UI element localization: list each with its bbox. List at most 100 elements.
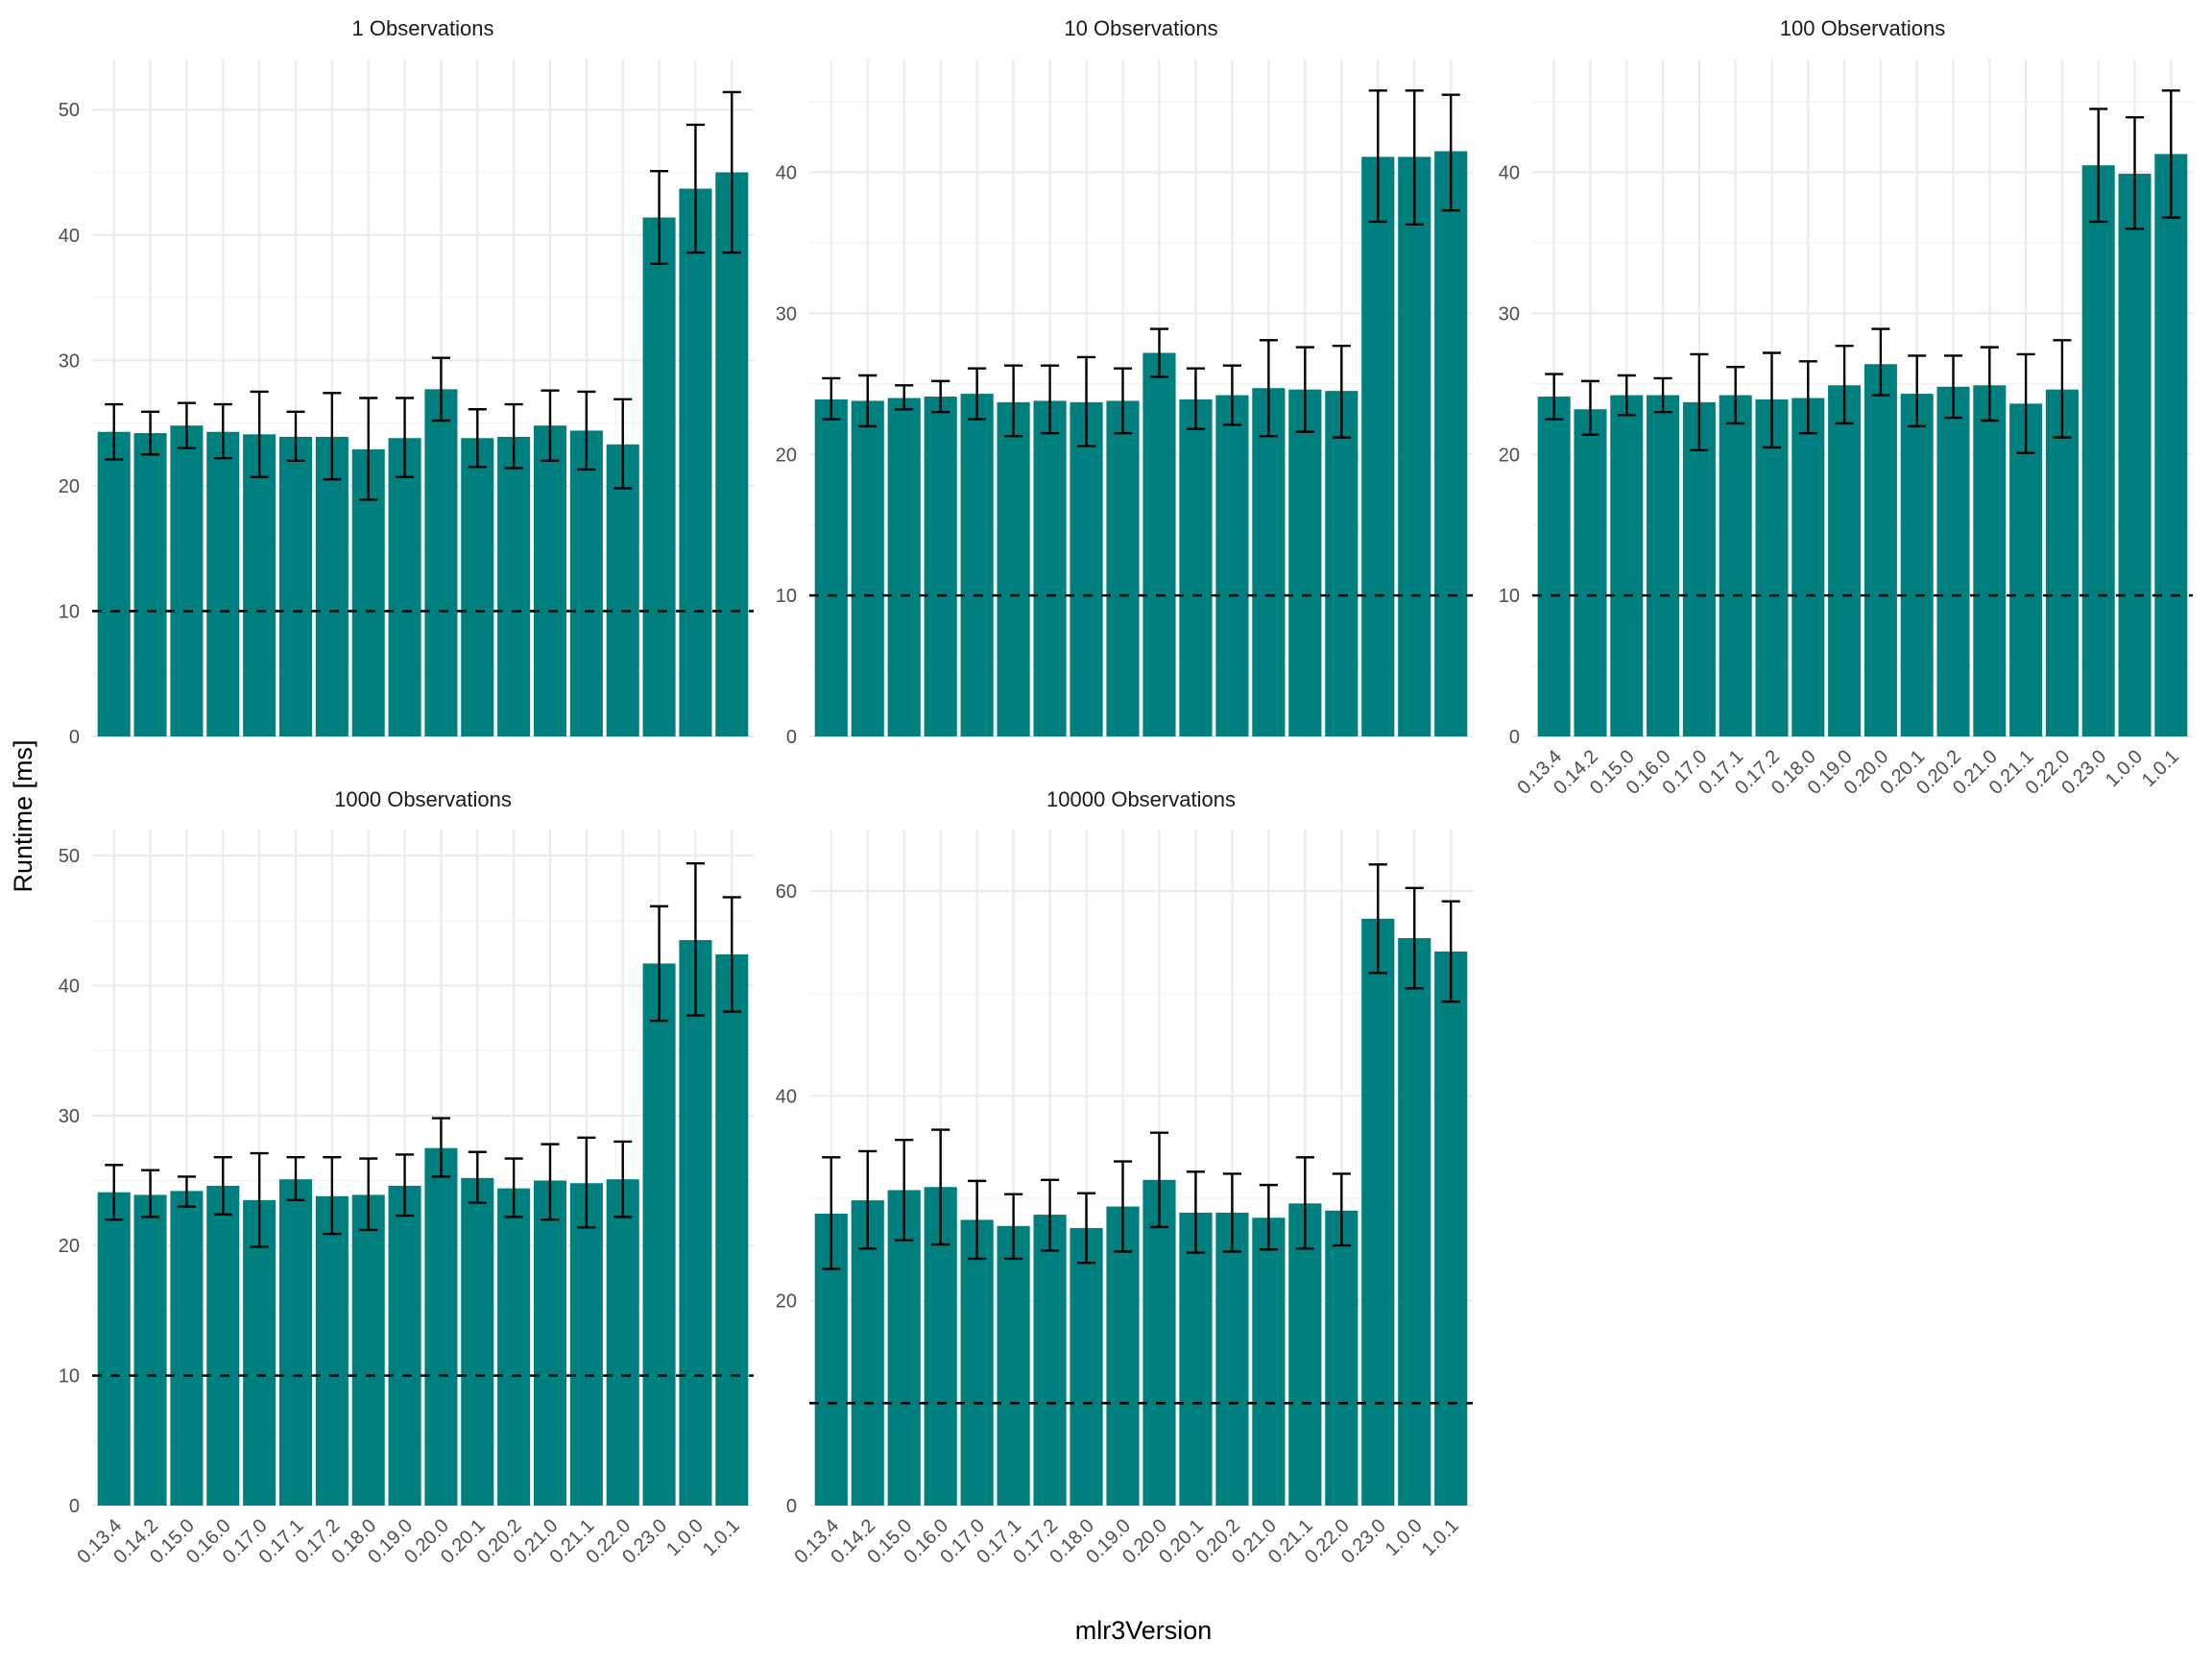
bar [851,1200,884,1506]
error-bar [822,376,841,421]
error-bar [1076,355,1096,447]
error-bar [1222,364,1241,426]
error-bar [541,1143,560,1221]
bar [533,1180,567,1506]
error-bar [1980,346,1999,422]
bar [1863,364,1897,736]
error-bar [1332,344,1351,439]
bar [887,398,921,736]
bar [206,1185,240,1506]
y-tick-label: 20 [59,1236,80,1257]
error-bar [1368,89,1387,224]
bar [533,425,567,736]
error-bar [1113,1160,1133,1253]
error-bar [105,1164,124,1221]
error-bar [895,1138,914,1242]
error-bar [1041,1178,1060,1252]
y-tick-label: 10 [59,601,80,622]
bar [1434,951,1468,1506]
error-bar [931,1128,950,1246]
bar [1682,401,1716,736]
bar [997,401,1030,736]
y-tick-label: 0 [786,727,797,748]
error-bar [1041,364,1060,435]
bar [388,1185,421,1506]
y-axis-title: Runtime [ms] [9,739,37,892]
bar [1647,395,1680,736]
bar [243,434,276,736]
error-bar [141,410,160,456]
bar [388,438,421,736]
error-bar [1405,886,1424,990]
y-tick-label: 30 [776,303,797,325]
bar [1936,386,1970,736]
error-bar [431,356,450,422]
y-tick-label: 10 [59,1366,80,1387]
error-bar [1617,374,1636,417]
error-bar [822,1156,841,1270]
error-bar [2161,89,2180,219]
error-bar [1149,1131,1169,1229]
error-bar [1405,89,1424,227]
error-bar [250,390,269,478]
error-bar [1908,354,1927,428]
bar [679,940,712,1506]
error-bar [2053,339,2072,439]
y-tick-label: 40 [776,1086,797,1107]
bar [814,398,848,736]
bar [715,953,749,1506]
error-bar [895,384,914,411]
panel-2: 0 10 20 30 40 10 Observations [776,16,1473,748]
error-bar [1222,1172,1241,1253]
bar [851,400,884,736]
error-bar [1943,354,1963,420]
error-bar [2016,352,2035,454]
bar [569,430,603,736]
error-bar [1798,360,1817,435]
bar [1142,1179,1176,1506]
error-bar [1295,346,1314,433]
y-tick-label: 40 [1499,163,1520,184]
bar [1755,398,1789,736]
bar [461,438,494,736]
error-bar [1871,327,1890,397]
error-bar [105,402,124,461]
bar [1106,1206,1140,1506]
bar [1070,401,1103,736]
facet-title: 1 Observations [352,16,494,40]
bar [497,436,531,736]
bar [278,1179,313,1506]
error-bar [1004,1193,1023,1261]
error-bar [396,397,415,478]
error-bar [1835,344,1854,425]
error-bar [1259,1183,1278,1251]
error-bar [504,402,523,470]
error-bar [286,1155,305,1202]
facet-title: 10 Observations [1064,16,1217,40]
y-tick-label: 20 [776,445,797,466]
error-bar [722,896,741,1013]
error-bar [931,379,950,414]
error-bar [359,1157,378,1232]
error-bar [177,401,196,449]
bar [1033,400,1067,736]
bar [424,1147,458,1506]
y-tick-label: 20 [1499,445,1520,466]
error-bar [1690,352,1709,452]
bar [461,1177,494,1506]
error-bar [431,1117,450,1178]
chart-panels: 0 10 20 30 40 50 1 Observations 0 10 20 30 40 10 Obs… [59,16,2193,1568]
error-bar [468,408,487,469]
bar [1215,395,1249,736]
error-bar [250,1151,269,1248]
bar [1828,385,1862,736]
bar [960,1219,994,1506]
error-bar [650,169,669,266]
bar [606,444,639,736]
error-bar [1545,373,1564,421]
y-tick-label: 0 [786,1496,797,1517]
y-tick-label: 40 [59,226,80,247]
